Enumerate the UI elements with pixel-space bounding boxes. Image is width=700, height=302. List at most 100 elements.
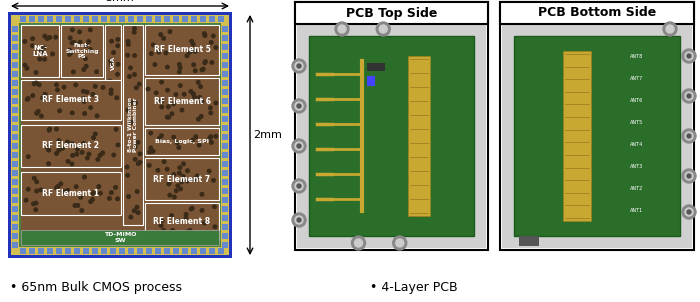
Bar	[297, 24, 486, 248]
Circle shape	[195, 174, 200, 178]
Circle shape	[90, 197, 95, 202]
Circle shape	[70, 27, 75, 32]
Circle shape	[160, 218, 164, 223]
Bar	[12, 89, 18, 95]
Circle shape	[80, 150, 85, 155]
Circle shape	[46, 148, 51, 153]
Circle shape	[57, 138, 62, 143]
Circle shape	[196, 117, 201, 122]
Circle shape	[88, 27, 93, 32]
Circle shape	[685, 132, 693, 140]
Circle shape	[30, 93, 35, 98]
Circle shape	[82, 175, 87, 180]
Circle shape	[185, 168, 190, 173]
Circle shape	[214, 101, 218, 105]
Circle shape	[164, 167, 169, 172]
Bar	[502, 24, 692, 248]
Circle shape	[78, 195, 83, 200]
Circle shape	[136, 82, 142, 87]
Circle shape	[202, 220, 207, 226]
Text: PCB Top Side: PCB Top Side	[346, 7, 438, 20]
Circle shape	[184, 53, 190, 58]
Text: RF Element 3: RF Element 3	[43, 95, 99, 104]
Circle shape	[83, 56, 88, 61]
Bar	[65, 248, 71, 254]
Bar	[12, 179, 18, 185]
Circle shape	[181, 174, 186, 179]
Circle shape	[97, 184, 102, 189]
Circle shape	[91, 190, 96, 195]
Bar	[128, 248, 134, 254]
Bar	[29, 16, 35, 22]
Circle shape	[212, 204, 217, 209]
Text: ANT8: ANT8	[630, 53, 643, 59]
Circle shape	[86, 152, 92, 156]
Bar	[222, 134, 228, 140]
Bar	[21, 230, 219, 245]
Circle shape	[81, 141, 86, 146]
Circle shape	[203, 59, 208, 64]
Circle shape	[165, 88, 170, 93]
Circle shape	[113, 127, 118, 132]
Bar	[110, 16, 116, 22]
Circle shape	[67, 52, 72, 57]
Bar	[12, 62, 18, 68]
Circle shape	[137, 160, 143, 165]
Circle shape	[207, 136, 212, 140]
Circle shape	[97, 153, 102, 158]
Circle shape	[179, 179, 184, 185]
Circle shape	[26, 187, 31, 192]
Circle shape	[126, 194, 131, 199]
Bar	[123, 25, 143, 225]
Circle shape	[206, 169, 211, 174]
Bar	[145, 158, 219, 200]
Circle shape	[54, 82, 59, 87]
Circle shape	[125, 53, 130, 58]
Circle shape	[201, 66, 206, 72]
Circle shape	[43, 92, 48, 97]
Circle shape	[687, 174, 691, 178]
Bar	[155, 248, 161, 254]
Bar	[222, 62, 228, 68]
Bar	[29, 248, 35, 254]
Circle shape	[88, 47, 93, 52]
Circle shape	[36, 109, 41, 114]
Circle shape	[34, 201, 38, 206]
Circle shape	[295, 102, 303, 110]
Bar	[21, 25, 59, 77]
Bar	[367, 76, 374, 86]
Circle shape	[111, 50, 116, 55]
Circle shape	[69, 141, 74, 146]
Circle shape	[338, 25, 346, 33]
Circle shape	[98, 191, 103, 196]
Bar	[47, 248, 53, 254]
Circle shape	[393, 236, 407, 250]
Circle shape	[191, 92, 196, 96]
Circle shape	[94, 113, 99, 118]
Circle shape	[156, 50, 162, 55]
Circle shape	[150, 43, 156, 47]
Circle shape	[297, 184, 301, 188]
Bar	[61, 25, 103, 77]
Circle shape	[30, 36, 35, 41]
Circle shape	[88, 105, 93, 110]
Bar	[12, 98, 18, 104]
Circle shape	[34, 111, 39, 116]
Circle shape	[128, 215, 133, 220]
Circle shape	[165, 65, 170, 69]
Circle shape	[164, 50, 169, 56]
Bar	[218, 16, 224, 22]
Bar	[164, 248, 170, 254]
Circle shape	[197, 143, 202, 148]
Circle shape	[209, 40, 214, 45]
Bar	[222, 107, 228, 113]
Circle shape	[50, 51, 55, 56]
Circle shape	[47, 128, 52, 133]
Circle shape	[682, 205, 696, 219]
Bar	[173, 248, 179, 254]
Circle shape	[129, 120, 134, 125]
Circle shape	[108, 59, 113, 63]
Circle shape	[79, 208, 85, 213]
Circle shape	[54, 185, 59, 190]
Circle shape	[174, 92, 178, 97]
